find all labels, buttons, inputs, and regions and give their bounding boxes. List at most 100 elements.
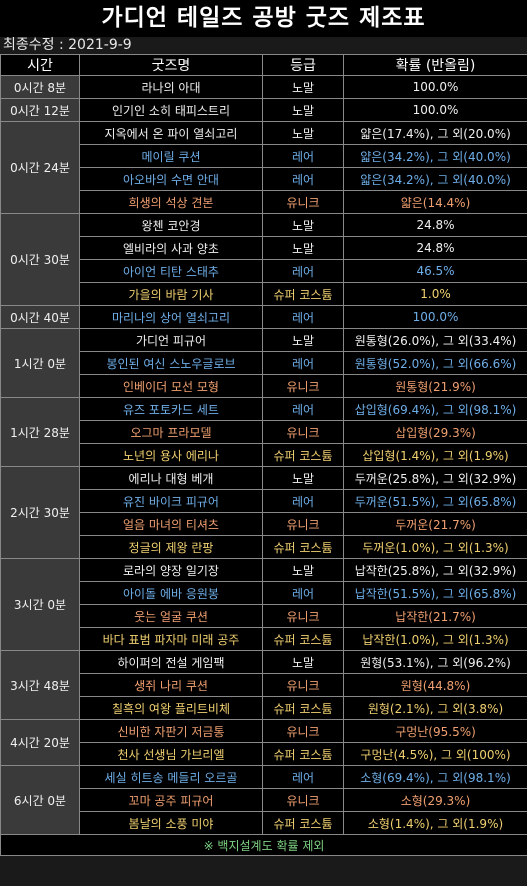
table-row: 엘비라의 사과 양초 노말 24.8%	[1, 236, 527, 260]
grade-cell: 슈퍼 코스튬	[262, 811, 344, 835]
table-row: 유진 바이크 피규어 레어 두꺼운(51.5%), 그 외(65.8%)	[1, 489, 527, 513]
goods-name-cell: 유진 바이크 피규어	[79, 489, 263, 513]
table-row: 노년의 용사 에리나 슈퍼 코스튬 삽입형(1.4%), 그 외(1.9%)	[1, 443, 527, 467]
grade-cell: 노말	[262, 98, 344, 122]
grade-cell: 노말	[262, 328, 344, 352]
probability-cell: 46.5%	[343, 259, 527, 283]
grade-cell: 슈퍼 코스튬	[262, 742, 344, 766]
probability-cell: 소형(29.3%)	[343, 788, 527, 812]
probability-cell: 24.8%	[343, 213, 527, 237]
grade-cell: 레어	[262, 489, 344, 513]
probability-cell: 두꺼운(21.7%)	[343, 512, 527, 536]
goods-name-cell: 칠흑의 여왕 플리트비체	[79, 696, 263, 720]
table-row: 정글의 제왕 란팡 슈퍼 코스튬 두꺼운(1.0%), 그 외(1.3%)	[1, 535, 527, 559]
table-body: 0시간 8분 라나의 아대 노말 100.0% 0시간 12분 인기인 소히 태피스트리 노…	[0, 75, 527, 835]
probability-cell: 구멍난(4.5%), 그 외(100%)	[343, 742, 527, 766]
time-cell: 0시간 30분	[0, 213, 80, 306]
grade-cell: 노말	[262, 650, 344, 674]
goods-name-cell: 아이돌 에바 응원봉	[79, 581, 263, 605]
goods-name-cell: 유즈 포토카드 세트	[79, 397, 263, 421]
goods-name-cell: 인베이더 모선 모형	[79, 374, 263, 398]
probability-cell: 얇은(14.4%)	[343, 190, 527, 214]
grade-cell: 레어	[262, 167, 344, 191]
probability-cell: 100.0%	[343, 75, 527, 99]
table-row: 3시간 0분 로라의 양장 일기장 노말 납작한(25.8%), 그 외(32.9%)	[0, 558, 527, 651]
goods-name-cell: 라나의 아대	[79, 75, 263, 99]
table-row: 생쥐 나리 쿠션 유니크 원형(44.8%)	[1, 673, 527, 697]
goods-name-cell: 정글의 제왕 란팡	[79, 535, 263, 559]
grade-cell: 노말	[262, 466, 344, 490]
grade-cell: 레어	[262, 305, 344, 329]
probability-cell: 원통형(52.0%), 그 외(66.6%)	[343, 351, 527, 375]
grade-cell: 슈퍼 코스튬	[262, 696, 344, 720]
probability-cell: 납작한(1.0%), 그 외(1.3%)	[343, 627, 527, 651]
probability-cell: 납작한(25.8%), 그 외(32.9%)	[343, 558, 527, 582]
probability-cell: 납작한(51.5%), 그 외(65.8%)	[343, 581, 527, 605]
last-updated: 최종수정 : 2021-9-9	[3, 37, 132, 53]
goods-name-cell: 생쥐 나리 쿠션	[79, 673, 263, 697]
goods-name-cell: 마리나의 상어 열쇠고리	[79, 305, 263, 329]
grade-cell: 슈퍼 코스튬	[262, 627, 344, 651]
table-row: 0시간 12분 인기인 소히 태피스트리 노말 100.0%	[0, 98, 527, 122]
probability-cell: 원형(2.1%), 그 외(3.8%)	[343, 696, 527, 720]
table-row: 인베이더 모선 모형 유니크 원통형(21.9%)	[1, 374, 527, 398]
grade-cell: 유니크	[262, 788, 344, 812]
goods-name-cell: 봉인된 여신 스노우글로브	[79, 351, 263, 375]
table-row: 오그마 프라모델 유니크 삽입형(29.3%)	[1, 420, 527, 444]
goods-name-cell: 얼음 마녀의 티셔츠	[79, 512, 263, 536]
grade-cell: 레어	[262, 581, 344, 605]
table-row: 봉인된 여신 스노우글로브 레어 원통형(52.0%), 그 외(66.6%)	[1, 351, 527, 375]
table-row: 0시간 40분 마리나의 상어 열쇠고리 레어 100.0%	[0, 305, 527, 329]
probability-cell: 100.0%	[343, 98, 527, 122]
grade-cell: 레어	[262, 351, 344, 375]
probability-cell: 얇은(17.4%), 그 외(20.0%)	[343, 121, 527, 145]
grade-cell: 노말	[262, 75, 344, 99]
time-cell: 0시간 12분	[0, 98, 80, 122]
table-row: 희생의 석상 견본 유니크 얇은(14.4%)	[1, 190, 527, 214]
goods-name-cell: 신비한 자판기 저금통	[79, 719, 263, 743]
probability-cell: 삽입형(69.4%), 그 외(98.1%)	[343, 397, 527, 421]
table-row: 1시간 28분 유즈 포토카드 세트 레어 삽입형(69.4%), 그 외(98.1%…	[0, 397, 527, 467]
probability-cell: 1.0%	[343, 282, 527, 306]
goods-name-cell: 꼬마 공주 피규어	[79, 788, 263, 812]
goods-name-cell: 희생의 석상 견본	[79, 190, 263, 214]
probability-cell: 두꺼운(51.5%), 그 외(65.8%)	[343, 489, 527, 513]
time-cell: 0시간 24분	[0, 121, 80, 214]
probability-cell: 100.0%	[343, 305, 527, 329]
table-row: 2시간 30분 에리나 대형 베개 노말 두꺼운(25.8%), 그 외(32.9%)	[0, 466, 527, 559]
table-row: 메이릴 쿠션 레어 얇은(34.2%), 그 외(40.0%)	[1, 144, 527, 168]
probability-cell: 삽입형(1.4%), 그 외(1.9%)	[343, 443, 527, 467]
grade-cell: 유니크	[262, 374, 344, 398]
goods-name-cell: 메이릴 쿠션	[79, 144, 263, 168]
goods-name-cell: 아이언 티탄 스태추	[79, 259, 263, 283]
probability-cell: 두꺼운(25.8%), 그 외(32.9%)	[343, 466, 527, 490]
probability-cell: 원통형(21.9%)	[343, 374, 527, 398]
grade-cell: 노말	[262, 213, 344, 237]
goods-name-cell: 지옥에서 온 파이 열쇠고리	[79, 121, 263, 145]
probability-cell: 소형(69.4%), 그 외(98.1%)	[343, 765, 527, 789]
goods-name-cell: 가디언 피규어	[79, 328, 263, 352]
grade-cell: 유니크	[262, 190, 344, 214]
grade-cell: 유니크	[262, 673, 344, 697]
footnote: ※ 백지설계도 확률 제외	[0, 834, 527, 856]
time-cell: 0시간 40분	[0, 305, 80, 329]
probability-cell: 24.8%	[343, 236, 527, 260]
goods-name-cell: 오그마 프라모델	[79, 420, 263, 444]
probability-cell: 얇은(34.2%), 그 외(40.0%)	[343, 167, 527, 191]
grade-cell: 슈퍼 코스튬	[262, 282, 344, 306]
time-cell: 4시간 20분	[0, 719, 80, 766]
probability-cell: 구멍난(95.5%)	[343, 719, 527, 743]
time-cell: 3시간 0분	[0, 558, 80, 651]
goods-name-cell: 바다 표범 파자마 미래 공주	[79, 627, 263, 651]
grade-cell: 레어	[262, 144, 344, 168]
table-row: 3시간 48분 하이퍼의 전설 게임팩 노말 원형(53.1%), 그 외(96.2%…	[0, 650, 527, 720]
goods-name-cell: 웃는 얼굴 쿠션	[79, 604, 263, 628]
table-row: 6시간 0분 세실 히트송 메들리 오르골 레어 소형(69.4%), 그 외(98.…	[0, 765, 527, 835]
goods-name-cell: 왕첸 코안경	[79, 213, 263, 237]
goods-name-cell: 에리나 대형 베개	[79, 466, 263, 490]
table-row: 0시간 24분 지옥에서 온 파이 열쇠고리 노말 얇은(17.4%), 그 외(20…	[0, 121, 527, 214]
probability-cell: 원통형(26.0%), 그 외(33.4%)	[343, 328, 527, 352]
table-row: 4시간 20분 신비한 자판기 저금통 유니크 구멍난(95.5%)	[0, 719, 527, 766]
grade-cell: 노말	[262, 558, 344, 582]
